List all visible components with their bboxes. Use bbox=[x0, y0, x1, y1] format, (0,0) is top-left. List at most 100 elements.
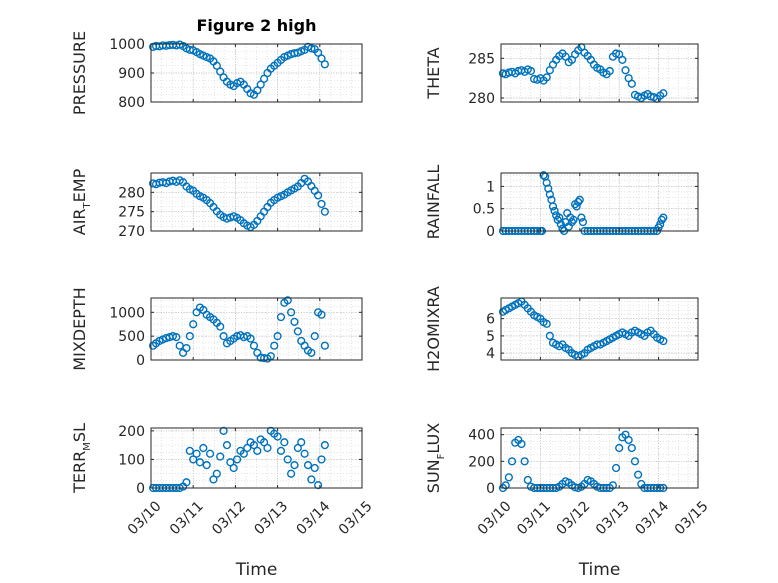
data-point bbox=[608, 481, 617, 490]
data-point bbox=[317, 455, 326, 464]
data-point bbox=[575, 195, 584, 204]
data-point bbox=[273, 432, 282, 441]
data-point bbox=[545, 190, 554, 199]
data-point bbox=[517, 439, 526, 449]
data-point bbox=[605, 66, 614, 76]
data-point bbox=[283, 455, 292, 464]
data-point bbox=[307, 44, 316, 53]
data-point bbox=[253, 86, 262, 95]
y-tick-label: 270 bbox=[118, 224, 145, 240]
y-axis-label: SUNFLUX bbox=[424, 423, 447, 493]
data-point bbox=[229, 463, 238, 473]
x-axis-label: Time bbox=[235, 560, 278, 580]
y-tick-label: 0.5 bbox=[473, 202, 495, 218]
data-point bbox=[307, 348, 316, 357]
data-point bbox=[572, 202, 581, 211]
x-tick-label: 03/12 bbox=[554, 498, 594, 538]
data-point bbox=[659, 213, 668, 222]
data-point bbox=[232, 455, 242, 464]
x-tick-label: 03/15 bbox=[336, 498, 376, 538]
data-point bbox=[219, 426, 228, 435]
y-tick-label: 275 bbox=[118, 205, 145, 221]
data-point bbox=[182, 343, 191, 353]
data-point bbox=[548, 202, 558, 211]
axes-box bbox=[150, 172, 363, 232]
x-tick-label: 03/14 bbox=[632, 498, 672, 538]
data-point bbox=[263, 443, 272, 453]
data-series bbox=[149, 174, 329, 232]
y-tick-label: 200 bbox=[118, 424, 145, 440]
data-point bbox=[256, 80, 265, 89]
x-tick-label: 03/11 bbox=[514, 498, 554, 538]
axes-background bbox=[501, 173, 698, 231]
data-point bbox=[314, 191, 323, 200]
x-tick-label: 03/14 bbox=[294, 498, 334, 538]
y-axis-label-subscript: M bbox=[82, 442, 93, 451]
data-point bbox=[627, 443, 636, 453]
data-point bbox=[627, 79, 636, 88]
data-point bbox=[297, 438, 306, 447]
x-tick-label: 03/10 bbox=[475, 498, 515, 538]
data-point bbox=[317, 54, 326, 63]
subplot-5: 0 500 1000 MIXDEPTH bbox=[70, 287, 363, 371]
data-point bbox=[202, 461, 211, 470]
x-axis-label: Time bbox=[578, 560, 621, 580]
x-tick-label: 03/15 bbox=[672, 498, 712, 538]
y-tick-label: 6 bbox=[486, 312, 495, 328]
y-tick-label: 280 bbox=[468, 91, 495, 107]
data-point bbox=[168, 332, 178, 341]
data-point bbox=[624, 435, 633, 445]
data-point bbox=[520, 457, 529, 466]
data-point bbox=[219, 332, 228, 341]
subplot-4: 0 0.5 1 RAINFALL bbox=[424, 165, 699, 240]
x-tick-label: 03/10 bbox=[125, 498, 165, 538]
data-point bbox=[618, 55, 627, 64]
data-point bbox=[287, 308, 296, 317]
y-axis-label-rest: SL bbox=[70, 423, 89, 442]
data-point bbox=[280, 438, 289, 447]
y-axis-label-subscript: F bbox=[436, 453, 447, 459]
subplot-8: 0 200 400 SUNFLUX 03/10 03/11 03/12 03/13 03/14 0… bbox=[424, 423, 712, 580]
y-tick-label: 1000 bbox=[109, 305, 145, 321]
data-point bbox=[310, 332, 319, 341]
axes-box bbox=[500, 43, 699, 103]
y-axis-label: THETA bbox=[424, 47, 443, 99]
data-point bbox=[212, 469, 221, 478]
y-tick-label: 500 bbox=[118, 329, 145, 345]
data-point bbox=[320, 341, 329, 350]
y-tick-label: 200 bbox=[468, 454, 495, 470]
data-point bbox=[656, 220, 665, 229]
data-point bbox=[293, 327, 302, 336]
data-point bbox=[249, 341, 259, 350]
y-axis-label-main: TERR bbox=[70, 451, 89, 494]
subplot-2: 280 285 THETA bbox=[424, 43, 699, 107]
y-tick-label: 285 bbox=[468, 51, 495, 67]
axes-box bbox=[150, 297, 363, 361]
y-axis-label: AIRTEMP bbox=[70, 168, 93, 235]
data-point bbox=[172, 333, 181, 342]
data-point bbox=[320, 60, 329, 69]
data-point bbox=[317, 199, 326, 209]
data-point bbox=[310, 463, 319, 473]
data-point bbox=[246, 334, 255, 343]
data-point bbox=[189, 320, 198, 329]
data-series bbox=[149, 40, 329, 99]
data-point bbox=[504, 473, 513, 482]
y-tick-label: 0 bbox=[136, 353, 145, 369]
y-axis-label-rest: LUX bbox=[424, 423, 443, 454]
data-point bbox=[270, 341, 279, 350]
data-point bbox=[276, 312, 286, 322]
data-point bbox=[216, 322, 225, 331]
data-point bbox=[290, 317, 299, 326]
data-point bbox=[216, 452, 225, 461]
data-point bbox=[276, 446, 286, 455]
y-tick-label: 100 bbox=[118, 452, 145, 468]
x-tick-label: 03/13 bbox=[593, 498, 633, 538]
data-point bbox=[253, 446, 262, 455]
data-point bbox=[542, 319, 551, 328]
data-point bbox=[550, 206, 559, 216]
data-series bbox=[498, 43, 668, 103]
data-point bbox=[283, 296, 292, 305]
y-axis-label-main: AIR bbox=[70, 208, 89, 235]
data-point bbox=[577, 213, 586, 222]
